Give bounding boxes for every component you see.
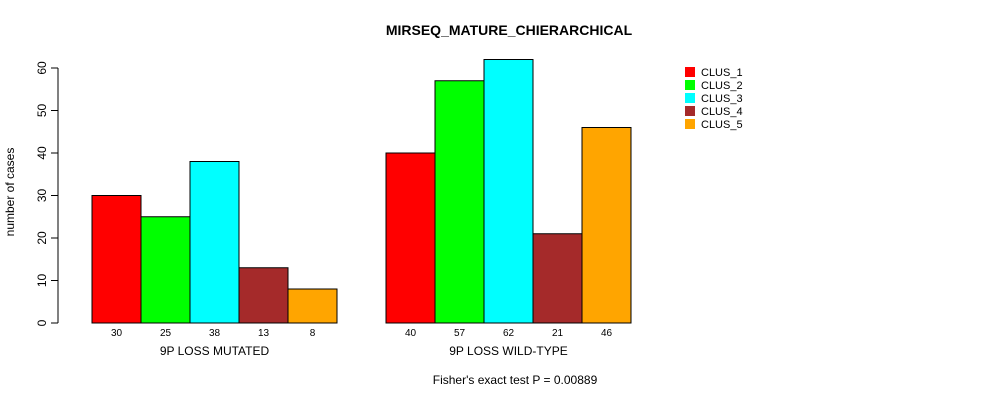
legend-label: CLUS_5 xyxy=(701,119,743,131)
y-tick-label: 20 xyxy=(35,231,49,245)
count-label: 13 xyxy=(258,328,270,339)
chart-title: MIRSEQ_MATURE_CHIERARCHICAL xyxy=(386,22,633,38)
legend-swatch xyxy=(685,67,695,77)
y-tick-label: 60 xyxy=(35,61,49,75)
fisher-test-footnote: Fisher's exact test P = 0.00889 xyxy=(433,373,598,387)
count-label: 38 xyxy=(209,328,221,339)
y-axis: 0 10 20 30 40 50 60 xyxy=(35,61,59,326)
bar-clus-5-group-1 xyxy=(287,288,338,324)
bars xyxy=(91,59,632,324)
legend-label: CLUS_3 xyxy=(701,93,743,105)
legend-swatch xyxy=(685,106,695,116)
bar-clus-2-group-1 xyxy=(140,216,191,324)
count-label: 62 xyxy=(503,328,515,339)
bar-clus-2-group-2 xyxy=(434,80,485,324)
group-labels: 9P LOSS MUTATED 9P LOSS WILD-TYPE xyxy=(160,344,568,358)
bar-clus-4-group-2 xyxy=(532,233,583,324)
group-label: 9P LOSS WILD-TYPE xyxy=(449,344,567,358)
group-label: 9P LOSS MUTATED xyxy=(160,344,270,358)
bar-clus-3-group-2 xyxy=(483,59,534,324)
legend-swatch xyxy=(685,119,695,129)
y-axis-label: number of cases xyxy=(3,148,17,237)
count-label: 30 xyxy=(111,328,123,339)
bar-clus-1-group-2 xyxy=(385,152,436,324)
count-label: 25 xyxy=(160,328,172,339)
count-label: 21 xyxy=(552,328,564,339)
y-tick-label: 0 xyxy=(35,319,49,326)
legend-label: CLUS_1 xyxy=(701,67,743,79)
y-tick-label: 50 xyxy=(35,104,49,118)
bar-clus-1-group-1 xyxy=(91,195,142,324)
y-tick-label: 10 xyxy=(35,274,49,288)
bar-clus-3-group-1 xyxy=(189,161,240,324)
bar-clus-4-group-1 xyxy=(238,267,289,324)
y-tick-label: 40 xyxy=(35,146,49,160)
legend-label: CLUS_4 xyxy=(701,106,743,118)
legend-label: CLUS_2 xyxy=(701,80,743,92)
count-label: 40 xyxy=(405,328,417,339)
count-label: 8 xyxy=(310,328,316,339)
legend-swatch xyxy=(685,80,695,90)
legend-swatch xyxy=(685,93,695,103)
count-labels: 30 25 38 13 8 40 57 62 21 46 xyxy=(111,328,613,339)
count-label: 46 xyxy=(601,328,613,339)
y-tick-label: 30 xyxy=(35,189,49,203)
count-label: 57 xyxy=(454,328,466,339)
bar-clus-5-group-2 xyxy=(581,127,632,324)
